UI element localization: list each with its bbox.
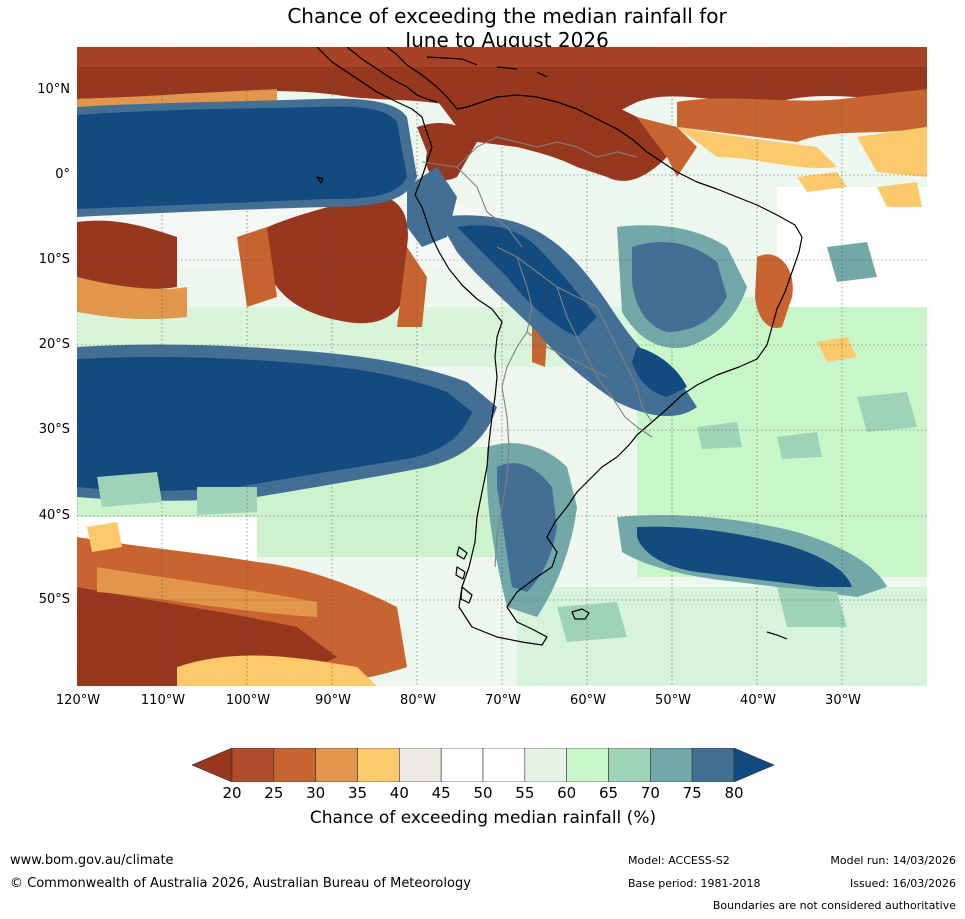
colorbar-segment [357,748,400,782]
colorbar-segment [440,748,484,782]
colorbar-tick-label: 40 [389,784,409,802]
map-title-line1: Chance of exceeding the median rainfall … [287,4,727,28]
map-title: Chance of exceeding the median rainfall … [0,4,965,52]
lon-label-50w: 50°W [655,693,691,708]
lon-label-40w: 40°W [740,693,776,708]
coastline [316,47,803,646]
country-borders [421,136,653,568]
colorbar-segment [231,748,275,782]
colorbar-segment [691,748,735,782]
colorbar-tick-label: 65 [598,784,619,802]
lon-label-30w: 30°W [825,693,861,708]
colorbar-tick-label: 25 [264,784,284,802]
colorbar-segment [273,748,316,782]
colorbar-arrow-high [733,748,774,782]
graticule [77,47,927,686]
colorbar-segment [524,748,567,782]
colorbar-tick-label: 35 [347,784,368,802]
colorbar-title: Chance of exceeding median rainfall (%) [309,808,657,828]
colorbar-tick-label: 80 [724,784,744,802]
boundaries-disclaimer: Boundaries are not considered authoritat… [712,899,956,912]
colorbar-tick-label: 55 [515,784,535,802]
lat-label-20s: 20°S [38,337,70,352]
model-run-date: Model run: 14/03/2026 [830,854,956,867]
colorbar-segment [566,748,609,782]
website-link[interactable]: www.bom.gov.au/climate [10,853,174,868]
lon-label-90w: 90°W [315,693,351,708]
lat-label-30s: 30°S [38,422,70,437]
colorbar-tick-label: 60 [557,784,577,802]
colorbar-tick-label: 20 [222,784,242,802]
colorbar-segment [399,748,442,782]
colorbar-arrow-low [192,748,233,782]
rainfall-probability-map [77,47,927,686]
lon-label-60w: 60°W [570,693,606,708]
dry-anomaly-areas [77,47,927,686]
colorbar-segment [315,748,358,782]
colorbar-tick-label: 45 [431,784,451,802]
colorbar-segment [482,748,526,782]
lat-label-40s: 40°S [38,508,70,523]
colorbar-segment [650,748,693,782]
lat-label-0: 0° [55,167,70,182]
colorbar-tick-label: 30 [306,784,326,802]
issued-date: Issued: 16/03/2026 [849,877,956,890]
lat-label-50s: 50°S [38,592,70,607]
lon-label-100w: 100°W [225,693,271,708]
colorbar-legend [192,748,774,782]
colorbar-tick-label: 50 [473,784,493,802]
lon-label-70w: 70°W [485,693,521,708]
copyright-text: © Commonwealth of Australia 2026, Austra… [10,876,471,891]
colorbar-tick-label: 70 [640,784,660,802]
base-period: Base period: 1981-2018 [628,877,761,890]
colorbar-segment [608,748,651,782]
lon-label-80w: 80°W [400,693,436,708]
model-name: Model: ACCESS-S2 [628,854,730,867]
lat-label-10s: 10°S [38,252,70,267]
colorbar-tick-label: 75 [682,784,702,802]
lat-label-10n: 10°N [37,82,70,97]
lon-label-110w: 110°W [140,693,186,708]
lon-label-120w: 120°W [55,693,101,708]
